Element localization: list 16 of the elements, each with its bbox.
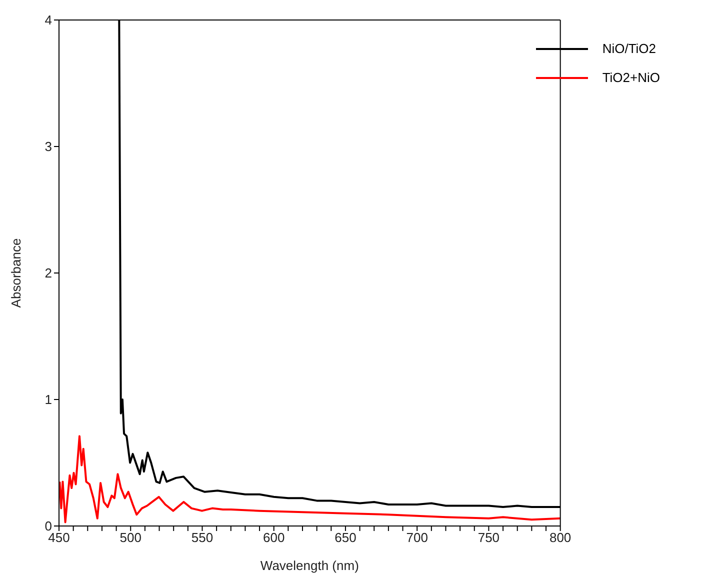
- y-axis-title: Absorbance: [8, 238, 24, 308]
- x-tick-label: 750: [478, 530, 500, 546]
- legend-label: NiO/TiO2: [602, 41, 656, 56]
- y-tick-label: 4: [44, 12, 52, 28]
- y-tick-label: 3: [44, 139, 52, 154]
- x-tick-label: 650: [334, 530, 356, 546]
- x-tick-label: 500: [120, 530, 142, 546]
- x-tick-label: 600: [263, 530, 285, 546]
- line-series: [59, 435, 560, 524]
- x-axis-title: Wavelength (nm): [260, 558, 359, 573]
- y-tick-label: 1: [44, 392, 52, 408]
- x-tick-label: 700: [406, 530, 428, 546]
- x-tick-label: 800: [549, 530, 572, 546]
- y-tick-label: 2: [44, 266, 52, 281]
- legend-label: TiO2+NiO: [602, 70, 660, 85]
- x-tick-label: 550: [191, 530, 214, 546]
